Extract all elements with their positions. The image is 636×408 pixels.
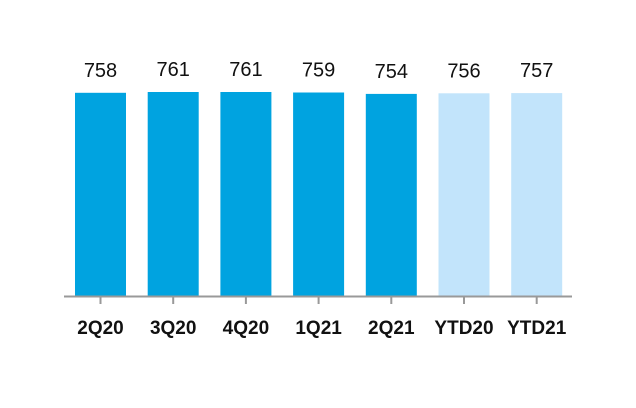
bar-ytd21 <box>511 93 563 296</box>
bar-4q20 <box>220 92 272 296</box>
bar-2q20 <box>75 92 126 296</box>
bar-ytd20 <box>438 93 490 296</box>
bar-1q21 <box>293 92 345 296</box>
category-label-ytd21: YTD21 <box>507 318 567 339</box>
value-label-2q20: 758 <box>84 60 117 82</box>
x-axis-ticks <box>99 296 538 304</box>
bar-3q20 <box>147 92 199 296</box>
category-label-ytd20: YTD20 <box>434 318 493 339</box>
value-label-3q20: 761 <box>157 59 190 81</box>
category-label-1q21: 1Q21 <box>295 318 342 339</box>
value-label-2q21: 754 <box>375 61 408 83</box>
category-labels-layer: 2Q20 3Q20 4Q20 1Q21 2Q21 YTD20 YTD21 <box>77 318 566 339</box>
value-label-ytd21: 757 <box>520 60 553 82</box>
value-label-1q21: 759 <box>302 60 335 82</box>
bar-2q21 <box>365 93 417 297</box>
value-label-ytd20: 756 <box>447 60 480 82</box>
category-label-2q21: 2Q21 <box>368 318 415 339</box>
value-label-4q20: 761 <box>229 59 262 81</box>
bars-layer <box>75 92 563 297</box>
value-labels-layer: 758 761 761 759 754 756 757 <box>84 59 554 83</box>
category-label-2q20: 2Q20 <box>77 318 123 339</box>
category-label-4q20: 4Q20 <box>223 318 269 339</box>
category-label-3q20: 3Q20 <box>150 318 196 339</box>
